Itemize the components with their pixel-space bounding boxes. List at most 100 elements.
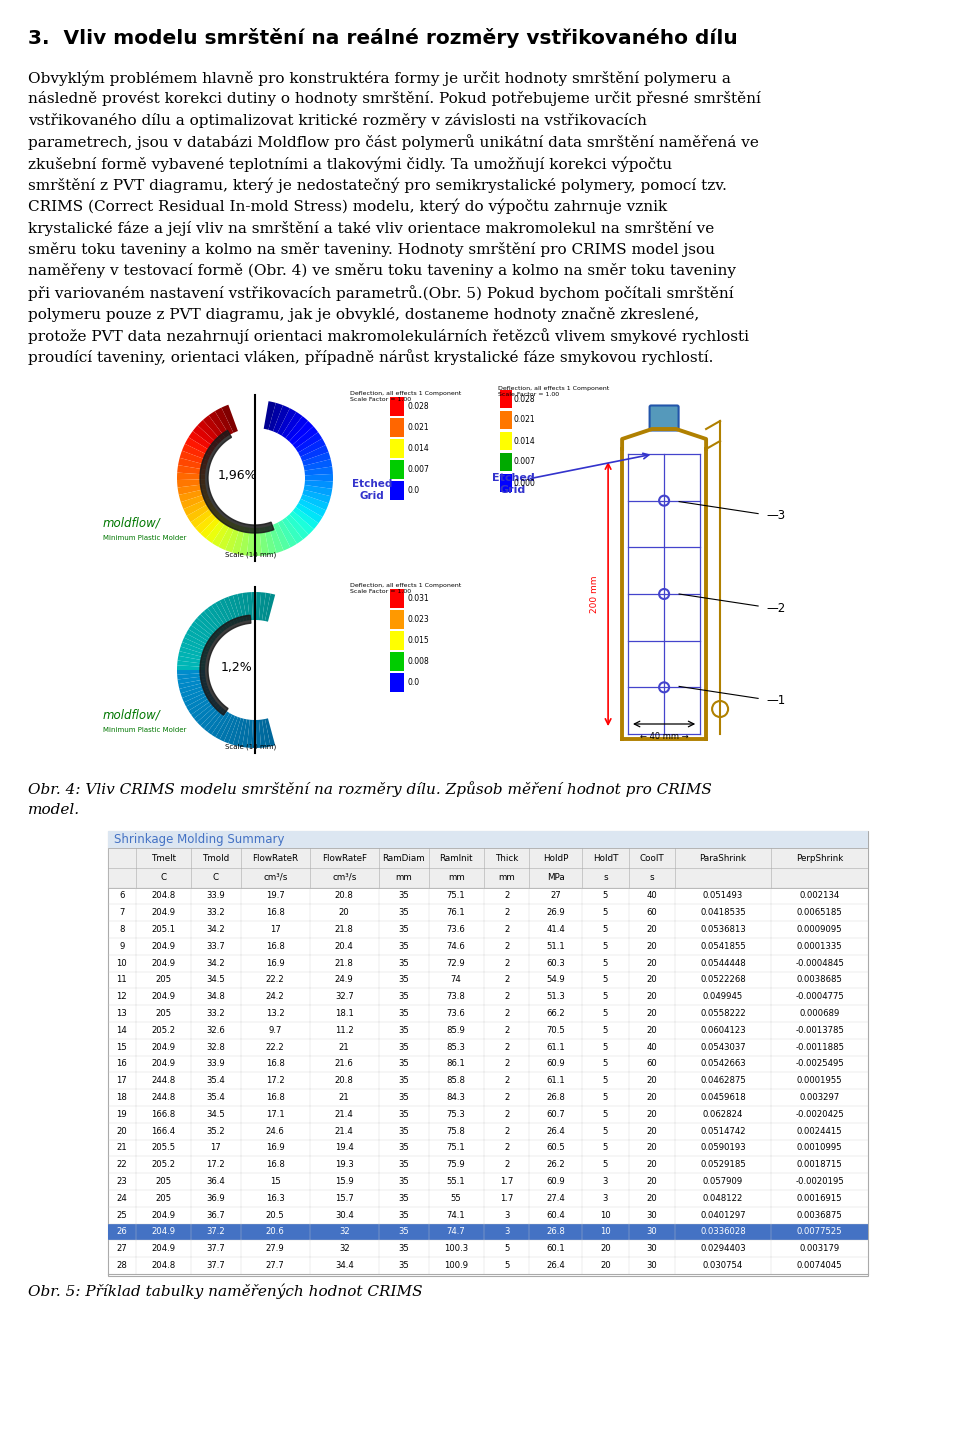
- Text: mm: mm: [448, 873, 465, 882]
- Text: 32: 32: [339, 1228, 349, 1237]
- Text: 17.1: 17.1: [266, 1109, 284, 1119]
- Text: 21.8: 21.8: [335, 959, 353, 967]
- Text: 26.9: 26.9: [546, 908, 565, 917]
- Text: Tmold: Tmold: [203, 854, 229, 863]
- Wedge shape: [296, 502, 323, 523]
- Text: 17.2: 17.2: [206, 1160, 226, 1169]
- Text: 30: 30: [646, 1244, 658, 1253]
- Text: 35: 35: [398, 1009, 409, 1018]
- Text: 5: 5: [603, 1076, 608, 1085]
- Text: 36.4: 36.4: [206, 1177, 226, 1186]
- Text: 11: 11: [116, 976, 127, 985]
- Text: —1: —1: [766, 694, 785, 707]
- Wedge shape: [233, 594, 244, 623]
- Text: 0.028: 0.028: [407, 403, 428, 411]
- Text: s: s: [603, 873, 608, 882]
- Text: Obvyklým problémem hlavně pro konstruktéra formy je určit hodnoty smrštění polym: Obvyklým problémem hlavně pro konstrukté…: [28, 70, 731, 85]
- Text: 70.5: 70.5: [546, 1025, 565, 1035]
- Text: 55.1: 55.1: [446, 1177, 466, 1186]
- Text: 3: 3: [603, 1177, 608, 1186]
- Text: 7: 7: [119, 908, 125, 917]
- Text: 2: 2: [504, 1109, 510, 1119]
- Text: 34.2: 34.2: [206, 925, 226, 934]
- Text: 5: 5: [504, 1244, 510, 1253]
- Text: 0.000: 0.000: [514, 478, 536, 488]
- Text: 244.8: 244.8: [151, 1076, 176, 1085]
- Wedge shape: [242, 592, 250, 621]
- Bar: [390, 439, 404, 458]
- Text: 21: 21: [339, 1043, 349, 1051]
- Text: —3: —3: [766, 510, 785, 523]
- Text: 10: 10: [116, 959, 127, 967]
- Text: 0.0418535: 0.0418535: [700, 908, 746, 917]
- Text: 5: 5: [603, 908, 608, 917]
- Text: 13.2: 13.2: [266, 1009, 284, 1018]
- Text: Tmelt: Tmelt: [151, 854, 176, 863]
- Text: 51.3: 51.3: [546, 992, 565, 1001]
- Text: 41.4: 41.4: [546, 925, 565, 934]
- Text: FlowRateF: FlowRateF: [322, 854, 367, 863]
- Text: 20.5: 20.5: [266, 1211, 284, 1219]
- Text: 27: 27: [116, 1244, 127, 1253]
- Wedge shape: [228, 717, 241, 744]
- Bar: [390, 652, 404, 670]
- Text: 3: 3: [504, 1211, 510, 1219]
- Text: 204.9: 204.9: [152, 1244, 176, 1253]
- Text: 0.0543037: 0.0543037: [700, 1043, 746, 1051]
- Text: 21.4: 21.4: [335, 1109, 353, 1119]
- Wedge shape: [198, 420, 222, 445]
- Text: 205: 205: [156, 1193, 171, 1203]
- Wedge shape: [182, 688, 209, 702]
- Text: 0.0: 0.0: [407, 487, 420, 495]
- Text: C: C: [160, 873, 166, 882]
- Text: 35: 35: [398, 1228, 409, 1237]
- Text: 17: 17: [270, 925, 280, 934]
- Circle shape: [712, 701, 728, 717]
- Wedge shape: [186, 694, 212, 711]
- Text: 84.3: 84.3: [446, 1093, 466, 1102]
- Bar: [108, 847, 868, 888]
- Bar: [95, 571, 485, 759]
- Wedge shape: [233, 718, 244, 746]
- Bar: [108, 847, 868, 888]
- Text: 2: 2: [504, 892, 510, 901]
- Text: -0.0025495: -0.0025495: [795, 1060, 844, 1069]
- Text: 34.4: 34.4: [335, 1261, 353, 1270]
- Text: 15: 15: [116, 1043, 127, 1051]
- Wedge shape: [179, 679, 206, 689]
- Wedge shape: [220, 714, 235, 741]
- Wedge shape: [286, 514, 309, 540]
- Text: 0.0541855: 0.0541855: [700, 941, 746, 951]
- Wedge shape: [208, 411, 229, 437]
- Text: 15.9: 15.9: [335, 1177, 353, 1186]
- Bar: [108, 831, 868, 1276]
- Text: 20: 20: [600, 1261, 611, 1270]
- Wedge shape: [302, 452, 330, 466]
- Text: 35: 35: [398, 1244, 409, 1253]
- Wedge shape: [265, 594, 276, 621]
- Text: 204.8: 204.8: [151, 1261, 176, 1270]
- Circle shape: [660, 495, 669, 505]
- Text: CRIMS (Correct Residual In-mold Stress) modelu, který do výpočtu zahrnuje vznik: CRIMS (Correct Residual In-mold Stress) …: [28, 198, 667, 214]
- Text: 35: 35: [398, 959, 409, 967]
- Text: 30: 30: [646, 1228, 658, 1237]
- Wedge shape: [303, 485, 332, 497]
- Text: 0.023: 0.023: [407, 615, 429, 624]
- Wedge shape: [178, 484, 206, 495]
- Text: 24.2: 24.2: [266, 992, 284, 1001]
- Text: 0.0590193: 0.0590193: [700, 1144, 746, 1153]
- Text: 75.8: 75.8: [446, 1127, 466, 1135]
- Text: 32.6: 32.6: [206, 1025, 226, 1035]
- Wedge shape: [282, 517, 303, 544]
- Bar: [500, 473, 512, 492]
- Text: 16.3: 16.3: [266, 1193, 284, 1203]
- Text: Deflection, all effects 1 Component
Scale Factor = 1.00: Deflection, all effects 1 Component Scal…: [350, 584, 461, 594]
- Text: 17: 17: [116, 1076, 127, 1085]
- Text: 21.8: 21.8: [335, 925, 353, 934]
- Text: 1.7: 1.7: [500, 1193, 514, 1203]
- Text: 27.7: 27.7: [266, 1261, 284, 1270]
- Bar: [390, 589, 404, 608]
- Text: 23: 23: [116, 1177, 127, 1186]
- Text: 13: 13: [116, 1009, 127, 1018]
- Text: 34.5: 34.5: [206, 976, 226, 985]
